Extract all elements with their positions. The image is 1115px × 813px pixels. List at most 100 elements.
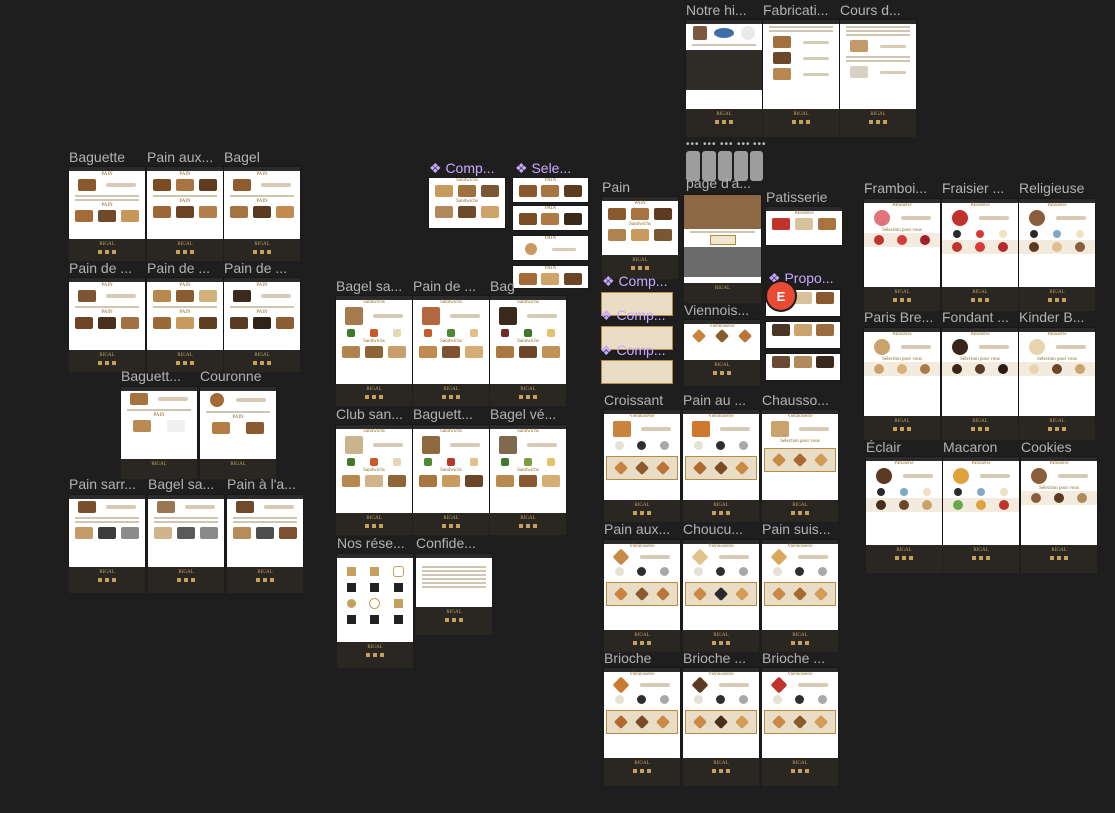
frame-label-croissant[interactable]: Croissant [604,392,664,408]
frame-croissant[interactable]: Viennoiserie [604,410,680,500]
frame-label-cours-d[interactable]: Cours d... [840,2,901,18]
frame-label-pain-a-la[interactable]: Pain à l'a... [227,476,296,492]
pinterest-icon[interactable] [369,598,381,609]
frame-cours-d[interactable] [840,20,916,109]
frame-label-bagel-sa-1[interactable]: Bagel sa... [148,476,215,492]
frame-pain-sarr[interactable] [69,495,145,567]
frame-baguette[interactable]: PAIN PAIN [69,167,145,239]
frame-pain-de-4[interactable]: Sandwichs Sandwichs [413,296,489,384]
frame-framboi[interactable]: Pâtisserie Sélection pour vous [864,199,940,287]
frame-chausso[interactable]: Viennoiserie Sélection pour vous [762,410,838,500]
frame-fraisier[interactable]: Pâtisserie [942,199,1018,287]
frame-label-pain[interactable]: Pain [602,179,631,195]
component-propo-2[interactable] [766,322,840,348]
frame-choucu[interactable]: Viennoiserie [683,540,759,630]
frame-pain-a-la[interactable] [227,495,303,567]
frame-label-eclair[interactable]: Éclair [866,439,902,455]
frame-brioche-2[interactable]: Viennoiserie [683,668,759,758]
frame-label-pain-aux-2[interactable]: Pain aux... [604,521,671,537]
frame-page-d-accueil[interactable] [684,195,761,283]
frame-label-pain-au[interactable]: Pain au ... [683,392,747,408]
component-comp-2[interactable] [601,292,673,316]
frame-label-brioche[interactable]: Brioche [604,650,652,666]
frame-label-religieuse[interactable]: Religieuse [1019,180,1085,196]
frame-pain-aux-2[interactable]: Viennoiserie [604,540,680,630]
frame-bag[interactable]: Sandwichs Sandwichs [490,296,566,384]
frame-patisserie[interactable]: Pâtisserie [766,207,842,245]
component-label-comp-2[interactable]: ❖ Comp... [602,273,668,289]
frame-label-bag[interactable]: Bag [490,278,515,294]
frame-pain[interactable]: PAIN Sandwichs [602,197,678,255]
frame-bagel[interactable]: PAIN PAIN [224,167,300,239]
frame-label-cookies[interactable]: Cookies [1021,439,1072,455]
frame-pain-de-2[interactable]: PAIN PAIN [147,278,223,350]
frame-label-club-san[interactable]: Club san... [336,406,403,422]
nav-menu-variant[interactable] [750,151,763,181]
more-icon[interactable]: ••• [720,139,734,150]
nav-menu-variant[interactable] [702,151,716,181]
frame-label-brioche-2[interactable]: Brioche ... [683,650,747,666]
frame-pain-de-3[interactable]: PAIN PAIN [224,278,300,350]
instagram-icon[interactable] [392,566,404,577]
frame-pain-suis[interactable]: Viennoiserie [762,540,838,630]
component-sele-3[interactable]: PAIN [513,236,588,260]
frame-label-choucu[interactable]: Choucu... [683,521,743,537]
frame-fabricati[interactable] [763,20,839,109]
frame-label-fondant[interactable]: Fondant ... [942,309,1009,325]
frame-viennois[interactable]: Viennoiserie [684,320,760,360]
frame-label-pain-sarr[interactable]: Pain sarr... [69,476,136,492]
more-icon[interactable]: ••• [703,139,717,150]
frame-pain-aux[interactable]: PAIN PAIN [147,167,223,239]
component-sele-4[interactable]: PAIN [513,266,588,288]
component-sele-1[interactable]: PAIN [513,178,588,202]
frame-religieuse[interactable]: Pâtisserie [1019,199,1095,287]
frame-label-nos-rese[interactable]: Nos rése... [337,535,405,551]
more-icon[interactable]: ••• [737,139,751,150]
frame-label-pain-de-3[interactable]: Pain de ... [224,260,288,276]
frame-club-san[interactable]: Sandwichs Sandwichs [336,425,412,513]
frame-label-pain-suis[interactable]: Pain suis... [762,521,831,537]
frame-label-baguette[interactable]: Baguette [69,149,126,165]
frame-nos-rese[interactable] [337,554,413,642]
frame-cookies[interactable]: Pâtisserie Sélection pour vous [1021,457,1097,545]
frame-label-pain-aux[interactable]: Pain aux... [147,149,214,165]
frame-label-bagel[interactable]: Bagel [224,149,260,165]
frame-pain-au[interactable]: Viennoiserie [683,410,759,500]
frame-bagel-ve[interactable]: Sandwichs Sandwichs [490,425,566,513]
frame-label-confide[interactable]: Confide... [416,535,476,551]
frame-brioche-3[interactable]: Viennoiserie [762,668,838,758]
component-label-sele[interactable]: ❖ Sele... [515,160,572,176]
frame-label-patisserie[interactable]: Patisserie [766,189,828,205]
frame-confide[interactable] [416,554,492,607]
nav-menu-variant[interactable] [686,151,700,181]
frame-macaron[interactable]: Pâtisserie [943,457,1019,545]
twitter-icon[interactable] [393,599,403,608]
frame-pain-de-1[interactable]: PAIN PAIN [69,278,145,350]
frame-notre-hi[interactable] [686,20,762,109]
frame-label-pain-de-4[interactable]: Pain de ... [413,278,477,294]
nav-menu-variant[interactable] [718,151,732,181]
more-icon[interactable]: ••• [686,139,700,150]
component-propo-3[interactable] [766,354,840,380]
component-sele-2[interactable]: PAIN [513,206,588,230]
frame-label-viennois[interactable]: Viennois... [684,302,750,318]
frame-baguette-2[interactable]: PAIN [121,387,197,459]
frame-kinder-b[interactable]: Pâtisserie Sélection pour vous [1019,328,1095,416]
component-label-comp-3[interactable]: ❖ Comp... [600,307,666,323]
frame-couronne[interactable]: PAIN [200,387,276,459]
frame-label-brioche-3[interactable]: Brioche ... [762,650,826,666]
nav-menu-variant[interactable] [734,151,748,181]
frame-bagel-sa-2[interactable]: Sandwichs Sandwichs [336,296,412,384]
frame-label-bagel-ve[interactable]: Bagel vé... [490,406,557,422]
frame-bagel-sa-1[interactable] [148,495,224,567]
frame-label-framboi[interactable]: Framboi... [864,180,928,196]
frame-label-pain-de-2[interactable]: Pain de ... [147,260,211,276]
frame-label-notre-hi[interactable]: Notre hi... [686,2,747,18]
frame-label-fraisier[interactable]: Fraisier ... [942,180,1005,196]
component-comp-1[interactable]: Sandwichs Sandwichs [429,178,505,228]
linkedin-icon[interactable] [347,567,357,576]
frame-label-bagel-sa-2[interactable]: Bagel sa... [336,278,403,294]
component-comp-3[interactable] [601,326,673,350]
frame-label-fabricati[interactable]: Fabricati... [763,2,829,18]
frame-fondant[interactable]: Pâtisserie Sélection pour vous [942,328,1018,416]
